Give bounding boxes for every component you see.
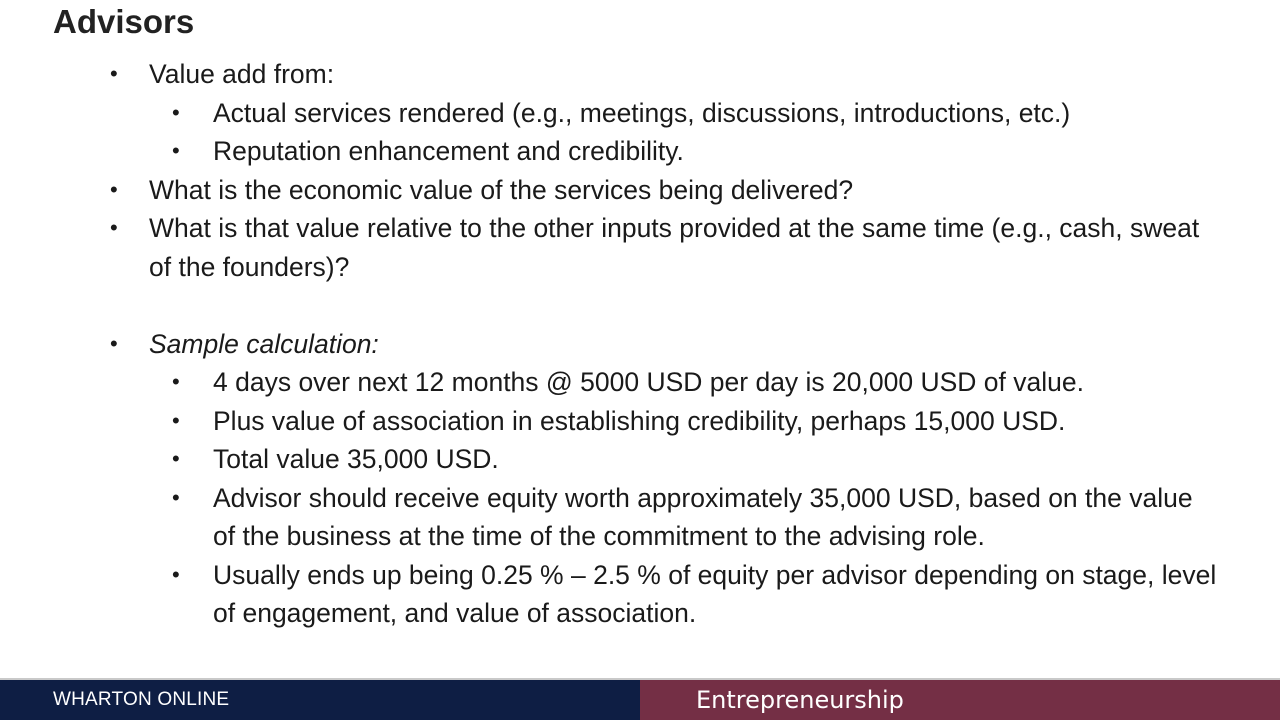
bullet-list: • Value add from: • Actual services rend… (0, 55, 1280, 633)
sub-bullet-item: • Usually ends up being 0.25 % – 2.5 % o… (0, 556, 1280, 633)
slide-title: Advisors (53, 3, 195, 40)
sub-bullet-item: • 4 days over next 12 months @ 5000 USD … (0, 363, 1280, 402)
sub-bullet-item: • Advisor should receive equity worth ap… (0, 479, 1280, 556)
bullet-text: Usually ends up being 0.25 % – 2.5 % of … (213, 559, 1217, 629)
bullet-text: Plus value of association in establishin… (213, 405, 1066, 436)
bullet-icon: • (110, 330, 118, 356)
bullet-text: What is that value relative to the other… (149, 213, 1200, 282)
sub-bullet-item: • Reputation enhancement and credibility… (0, 132, 1280, 171)
footer-course-label: Entrepreneurship (640, 680, 1280, 720)
sub-bullet-item: • Actual services rendered (e.g., meetin… (0, 94, 1280, 133)
bullet-text-italic: Sample calculation: (149, 328, 379, 359)
bullet-item: • What is the economic value of the serv… (0, 171, 1280, 210)
bullet-icon: • (172, 369, 180, 394)
bullet-text: Total value 35,000 USD. (213, 444, 499, 474)
footer-bar: WHARTON ONLINE Entrepreneurship (0, 680, 1280, 720)
bullet-icon: • (172, 484, 180, 510)
bullet-icon: • (172, 446, 180, 471)
footer-divider (0, 678, 1280, 680)
bullet-icon: • (172, 99, 180, 125)
bullet-icon: • (110, 176, 118, 202)
footer-brand-label: WHARTON ONLINE (0, 680, 640, 720)
bullet-icon: • (110, 61, 118, 86)
bullet-text: Advisor should receive equity worth appr… (213, 482, 1193, 552)
bullet-text: Actual services rendered (e.g., meetings… (213, 97, 1071, 128)
bullet-text: What is the economic value of the servic… (149, 174, 854, 205)
bullet-icon: • (172, 138, 180, 163)
bullet-icon: • (172, 561, 180, 587)
bullet-text: 4 days over next 12 months @ 5000 USD pe… (213, 367, 1084, 397)
bullet-text: Reputation enhancement and credibility. (213, 136, 684, 166)
sub-bullet-item: • Plus value of association in establish… (0, 402, 1280, 441)
bullet-text: Value add from: (149, 59, 335, 89)
bullet-item: • Sample calculation: (0, 325, 1280, 364)
spacer (0, 286, 1280, 325)
bullet-item: • Value add from: (0, 55, 1280, 94)
bullet-icon: • (110, 215, 118, 240)
bullet-item: • What is that value relative to the oth… (0, 209, 1280, 286)
sub-bullet-item: • Total value 35,000 USD. (0, 440, 1280, 479)
bullet-icon: • (172, 407, 180, 433)
